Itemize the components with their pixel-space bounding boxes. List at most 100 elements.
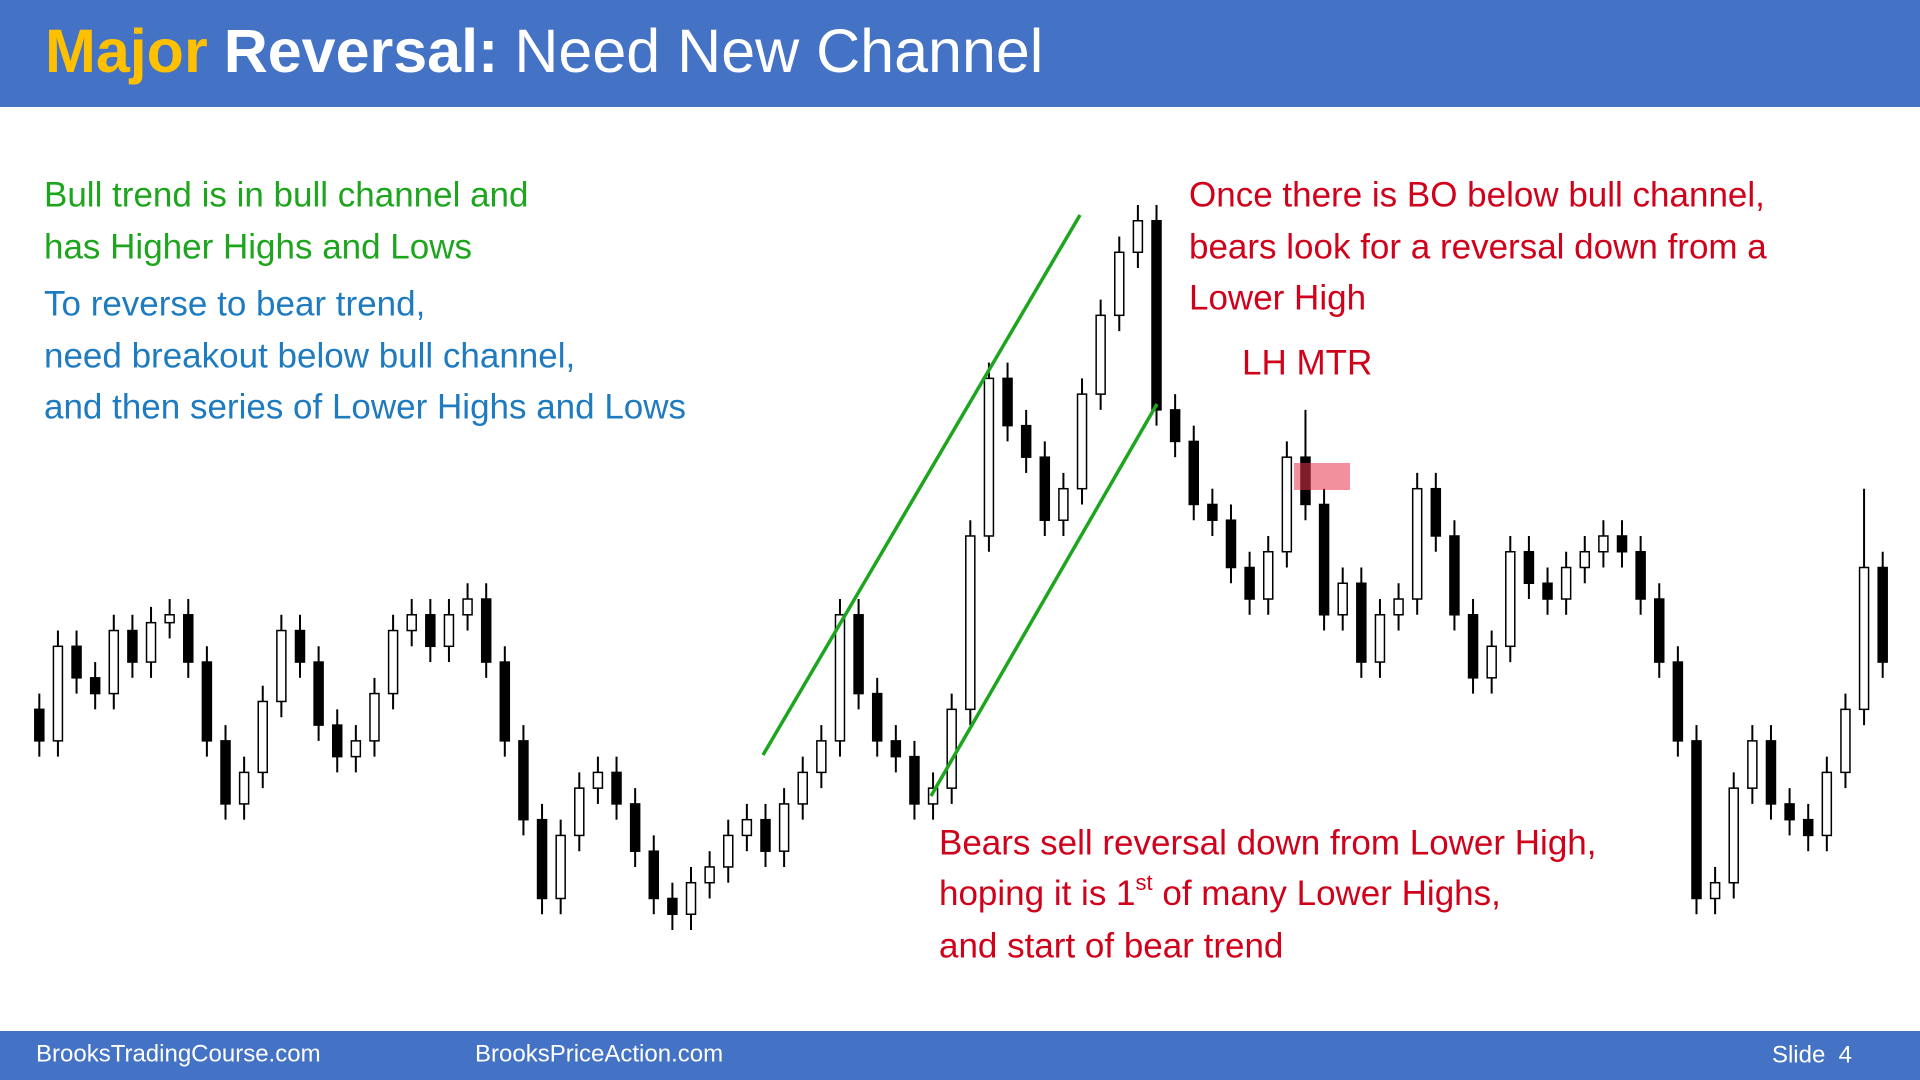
candle-body: [1337, 582, 1348, 616]
footer-text: BrooksTradingCourse.com: [36, 1040, 321, 1067]
candle-body: [499, 661, 511, 742]
candle-body: [294, 629, 306, 663]
candle-body: [1002, 377, 1013, 427]
candle-body: [1095, 314, 1106, 395]
note-text: has Higher Highs and Lows: [44, 227, 472, 266]
note-text: To reverse to bear trend,: [44, 284, 425, 323]
candle-body: [71, 645, 82, 679]
candle-body: [238, 771, 250, 805]
candle-body: [1244, 566, 1255, 600]
candle-body: [723, 834, 734, 868]
candle-body: [1467, 614, 1479, 679]
title-word: Need New Channel: [514, 17, 1043, 85]
candle-body: [1393, 598, 1404, 616]
candle-body: [1114, 251, 1125, 317]
candle-body: [201, 661, 213, 742]
candle-body: [462, 598, 473, 616]
candle-body: [1747, 740, 1758, 789]
candlestick-chart: [34, 205, 1888, 930]
candle-body: [853, 614, 864, 695]
footer-text: BrooksPriceAction.com: [475, 1040, 723, 1067]
note-text: and then series of Lower Highs and Lows: [44, 387, 686, 426]
candle-body: [1411, 487, 1423, 600]
candle-body: [890, 740, 902, 758]
title-word: Reversal:: [224, 17, 499, 85]
candle-body: [1262, 550, 1274, 600]
candle-body: [1449, 535, 1460, 616]
channel-line: [929, 403, 1159, 797]
candle-body: [1076, 393, 1088, 490]
candle-body: [536, 818, 548, 900]
candle-body: [220, 740, 231, 805]
candle-body: [611, 771, 622, 805]
candle-body: [741, 818, 753, 837]
candle-body: [331, 724, 343, 758]
candle-body: [965, 535, 976, 711]
slide-number: Slide 4: [1772, 1041, 1852, 1068]
candle-body: [1579, 550, 1591, 569]
candle-body: [350, 740, 362, 758]
candle-body: [127, 629, 138, 663]
candle-body: [1523, 550, 1535, 585]
candle-body: [387, 629, 399, 695]
candle-body: [443, 614, 455, 648]
candle-body: [927, 787, 939, 805]
candle-body: [629, 803, 641, 852]
candle-body: [313, 661, 324, 726]
candle-body: [1356, 582, 1367, 663]
slide-title: Major Reversal: Need New Channel: [45, 17, 1043, 85]
candle-body: [108, 629, 120, 695]
note-text: Once there is BO below bull channel,: [1189, 175, 1765, 214]
candle-body: [1691, 740, 1702, 900]
note-text: hoping it is 1st of many Lower Highs,: [939, 870, 1501, 913]
candle-body: [1635, 550, 1646, 600]
candle-body: [1560, 566, 1572, 600]
candle-body: [34, 708, 45, 742]
candle-body: [871, 692, 883, 742]
text-part: hoping it is 1: [939, 874, 1136, 913]
candle-body: [1542, 582, 1553, 600]
header-bar: [0, 0, 1920, 107]
candle-body: [760, 818, 771, 852]
candle-body: [1598, 535, 1609, 553]
candle-body: [183, 614, 194, 663]
text-part: of many Lower Highs,: [1153, 874, 1501, 913]
candle-body: [1802, 818, 1814, 837]
candle-body: [89, 677, 101, 695]
candle-body: [816, 740, 827, 774]
candle-body: [52, 645, 64, 742]
candle-body: [1840, 708, 1851, 774]
candle-body: [1225, 519, 1237, 569]
candle-body: [164, 614, 175, 624]
candle-body: [667, 897, 678, 915]
candle-body: [797, 771, 808, 805]
candle-body: [1188, 440, 1199, 506]
note-text: need breakout below bull channel,: [44, 336, 575, 375]
candle-body: [1207, 503, 1218, 521]
candle-body: [518, 740, 529, 821]
candle-body: [1486, 645, 1497, 679]
candle-body: [1821, 771, 1833, 837]
candle-body: [1151, 220, 1162, 411]
candle-body: [1281, 456, 1293, 553]
candle-body: [1505, 550, 1516, 648]
candle-body: [1318, 503, 1330, 616]
candle-body: [276, 629, 287, 703]
candle-body: [1058, 487, 1069, 521]
candle-body: [425, 614, 436, 648]
candle-body: [1877, 566, 1888, 663]
candle-body: [704, 866, 715, 884]
candle-body: [1039, 456, 1051, 521]
highlight-box: [1294, 463, 1350, 490]
candle-body: [1728, 787, 1739, 884]
candle-body: [145, 621, 157, 663]
candle-body: [834, 614, 846, 742]
candle-body: [983, 377, 995, 537]
note-text: and start of bear trend: [939, 926, 1283, 965]
candle-body: [778, 803, 790, 852]
annotation: LH MTR: [1242, 343, 1372, 382]
channel-line: [761, 214, 1082, 756]
candle-body: [909, 755, 920, 805]
